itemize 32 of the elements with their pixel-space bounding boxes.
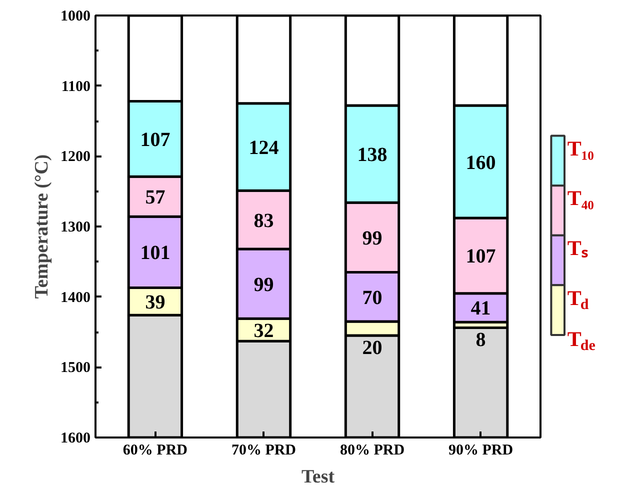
x-tick-label: 60% PRD [122,442,188,458]
data-label: 99 [362,227,382,250]
data-label: 70 [362,286,382,309]
data-label: 101 [140,242,170,264]
data-label: 99 [254,274,274,296]
x-tick-label: 80% PRD [340,442,405,458]
y-tick-label: 1100 [61,78,91,95]
legend-label: Tₛ [567,236,588,260]
y-tick-label: 1400 [60,290,90,306]
y-tick-label: 1600 [60,430,90,446]
x-tick-label: 90% PRD [448,442,514,458]
data-label: 107 [140,128,170,151]
x-axis-title: Test [301,466,336,488]
data-label: 8 [476,329,486,352]
data-label: 39 [145,291,166,314]
data-label: 107 [466,246,496,268]
data-label: 20 [362,336,382,359]
y-tick-label: 1000 [60,8,90,24]
legend-label: T₄₀ [567,186,594,210]
data-label: 41 [470,298,491,320]
data-label: 32 [254,320,274,342]
data-label: 160 [466,152,496,174]
data-label: 138 [357,144,388,166]
y-axis-title: Temperature (°C) [32,154,52,299]
y-tick-label: 1200 [60,149,90,166]
y-tick-label: 1300 [60,220,90,236]
data-label: 124 [248,137,279,160]
x-tick-label: 70% PRD [231,442,296,458]
data-label: 57 [145,186,166,209]
legend-label: T₁₀ [567,136,594,160]
y-tick-label: 1500 [60,360,90,376]
data-label: 83 [254,210,274,232]
